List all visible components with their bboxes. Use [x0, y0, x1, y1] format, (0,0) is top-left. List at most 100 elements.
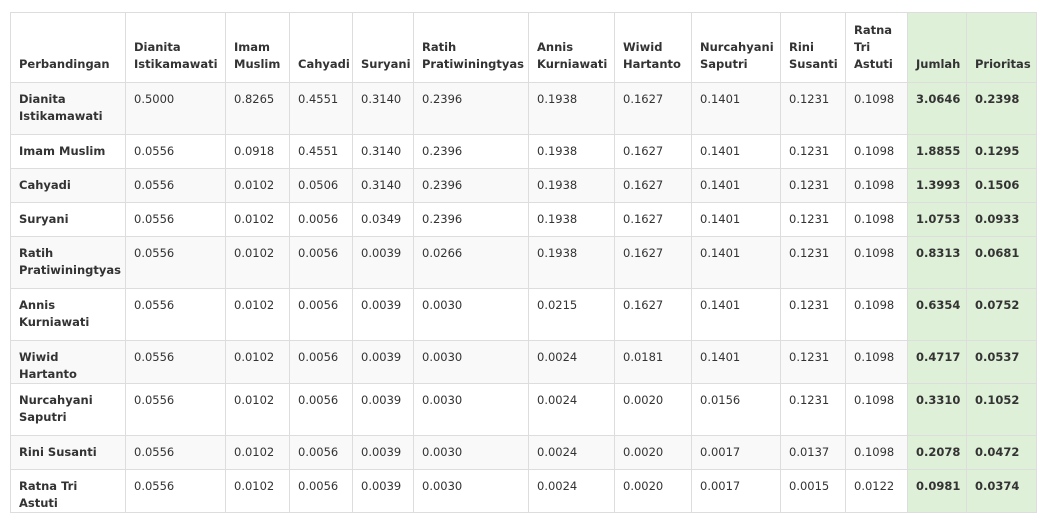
- table-cell: 0.0102: [225, 168, 290, 203]
- table-cell: 0.0039: [352, 435, 414, 470]
- table-cell: 0.1098: [845, 82, 908, 135]
- row-label: Cahyadi: [10, 168, 126, 203]
- table-cell: 0.1401: [691, 236, 781, 289]
- table-cell: 0.1098: [845, 288, 908, 341]
- table-cell: 0.0030: [413, 340, 529, 384]
- prioritas-cell: 0.0374: [966, 469, 1037, 513]
- table-row: Suryani 0.0556 0.0102 0.0056 0.0349 0.2396 0.1…: [10, 202, 1037, 237]
- header-cell: Suryani: [352, 12, 414, 83]
- table-cell: 0.1231: [780, 288, 846, 341]
- table-cell: 0.8265: [225, 82, 290, 135]
- prioritas-cell: 0.0472: [966, 435, 1037, 470]
- table-cell: 0.0030: [413, 469, 529, 513]
- table-cell: 0.0556: [125, 469, 226, 513]
- table-row: Ratih Pratiwiningtyas 0.0556 0.0102 0.0056 0…: [10, 236, 1037, 289]
- table-cell: 0.0020: [614, 469, 692, 513]
- table-cell: 0.0056: [289, 236, 353, 289]
- prioritas-cell: 0.0681: [966, 236, 1037, 289]
- prioritas-cell: 0.1052: [966, 383, 1037, 436]
- header-row: Perbandingan Dianita Istikamawati Imam M…: [10, 12, 1037, 83]
- table-cell: 0.0020: [614, 383, 692, 436]
- table-cell: 0.0039: [352, 469, 414, 513]
- table-row: Imam Muslim 0.0556 0.0918 0.4551 0.3140 0.239…: [10, 134, 1037, 169]
- table-cell: 0.1231: [780, 168, 846, 203]
- header-cell: Perbandingan: [10, 12, 126, 83]
- jumlah-cell: 0.3310: [907, 383, 967, 436]
- row-label: Ratna Tri Astuti: [10, 469, 126, 513]
- row-label: Suryani: [10, 202, 126, 237]
- table-cell: 0.0017: [691, 469, 781, 513]
- header-cell: Ratih Pratiwiningtyas: [413, 12, 529, 83]
- table-cell: 0.0039: [352, 340, 414, 384]
- table-cell: 0.0102: [225, 236, 290, 289]
- table-cell: 0.1231: [780, 236, 846, 289]
- header-cell: Rini Susanti: [780, 12, 846, 83]
- jumlah-cell: 0.4717: [907, 340, 967, 384]
- header-cell: Nurcahyani Saputri: [691, 12, 781, 83]
- table-cell: 0.1401: [691, 82, 781, 135]
- header-cell: Wiwid Hartanto: [614, 12, 692, 83]
- row-label: Ratih Pratiwiningtyas: [10, 236, 126, 289]
- prioritas-cell: 0.2398: [966, 82, 1037, 135]
- table-cell: 0.1098: [845, 202, 908, 237]
- jumlah-cell: 0.2078: [907, 435, 967, 470]
- table-cell: 0.2396: [413, 168, 529, 203]
- table-cell: 0.0349: [352, 202, 414, 237]
- table-cell: 0.0102: [225, 435, 290, 470]
- table-row: Annis Kurniawati 0.0556 0.0102 0.0056 0.0039…: [10, 288, 1037, 341]
- jumlah-cell: 0.6354: [907, 288, 967, 341]
- table-row: Rini Susanti 0.0556 0.0102 0.0056 0.0039 0.00…: [10, 435, 1037, 470]
- jumlah-cell: 1.0753: [907, 202, 967, 237]
- table-cell: 0.0056: [289, 435, 353, 470]
- table-cell: 0.1627: [614, 134, 692, 169]
- prioritas-cell: 0.1506: [966, 168, 1037, 203]
- table-cell: 0.4551: [289, 134, 353, 169]
- table-cell: 0.0017: [691, 435, 781, 470]
- table-cell: 0.0556: [125, 383, 226, 436]
- table-cell: 0.1627: [614, 288, 692, 341]
- table-cell: 0.1401: [691, 202, 781, 237]
- row-label: Nurcahyani Saputri: [10, 383, 126, 436]
- table-cell: 0.0122: [845, 469, 908, 513]
- table-cell: 0.5000: [125, 82, 226, 135]
- jumlah-cell: 0.0981: [907, 469, 967, 513]
- table-cell: 0.0102: [225, 469, 290, 513]
- table-cell: 0.3140: [352, 168, 414, 203]
- table-cell: 0.1098: [845, 435, 908, 470]
- table-cell: 0.1627: [614, 202, 692, 237]
- table-cell: 0.1231: [780, 383, 846, 436]
- table-cell: 0.0056: [289, 383, 353, 436]
- table-cell: 0.0030: [413, 383, 529, 436]
- table-row: Dianita Istikamawati 0.5000 0.8265 0.4551 0.…: [10, 82, 1037, 135]
- table-cell: 0.1098: [845, 236, 908, 289]
- header-cell: Annis Kurniawati: [528, 12, 615, 83]
- table-cell: 0.0918: [225, 134, 290, 169]
- table-cell: 0.0556: [125, 340, 226, 384]
- table-cell: 0.1098: [845, 340, 908, 384]
- table-cell: 0.2396: [413, 82, 529, 135]
- table-cell: 0.0181: [614, 340, 692, 384]
- table-cell: 0.1401: [691, 340, 781, 384]
- row-label: Rini Susanti: [10, 435, 126, 470]
- table-cell: 0.0506: [289, 168, 353, 203]
- table-cell: 0.0556: [125, 288, 226, 341]
- table-cell: 0.1401: [691, 134, 781, 169]
- row-label: Wiwid Hartanto: [10, 340, 126, 384]
- table-cell: 0.0102: [225, 340, 290, 384]
- table-cell: 0.0215: [528, 288, 615, 341]
- table-cell: 0.0030: [413, 435, 529, 470]
- table-cell: 0.2396: [413, 202, 529, 237]
- row-label: Dianita Istikamawati: [10, 82, 126, 135]
- table-cell: 0.1938: [528, 82, 615, 135]
- table-cell: 0.0024: [528, 435, 615, 470]
- header-cell-prioritas: Prioritas: [966, 12, 1037, 83]
- header-cell-jumlah: Jumlah: [907, 12, 967, 83]
- table-cell: 0.1231: [780, 202, 846, 237]
- prioritas-cell: 0.0537: [966, 340, 1037, 384]
- comparison-table: Perbandingan Dianita Istikamawati Imam M…: [10, 12, 1037, 513]
- table-row: Ratna Tri Astuti 0.0556 0.0102 0.0056 0.0039…: [10, 469, 1037, 513]
- prioritas-cell: 0.0752: [966, 288, 1037, 341]
- table-cell: 0.3140: [352, 82, 414, 135]
- table-cell: 0.0137: [780, 435, 846, 470]
- table-cell: 0.0024: [528, 469, 615, 513]
